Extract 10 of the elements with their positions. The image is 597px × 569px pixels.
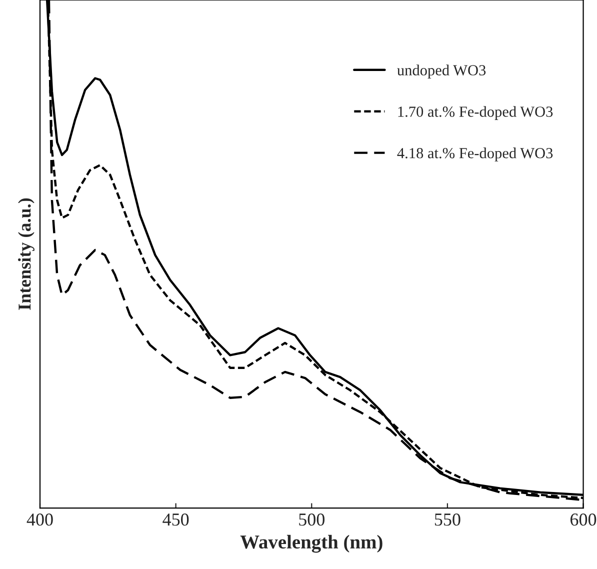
x-tick-label: 450 bbox=[162, 514, 189, 526]
legend-label: undoped WO3 bbox=[397, 64, 486, 79]
x-tick-label: 550 bbox=[434, 514, 460, 526]
x-tick-label: 400 bbox=[26, 514, 53, 526]
legend-label: 1.70 at.% Fe-doped WO3 bbox=[398, 106, 553, 120]
x-tick-label: 500 bbox=[299, 514, 324, 526]
x-axis-title: Wavelength (nm) bbox=[240, 534, 382, 553]
x-tick-label: 600 bbox=[570, 514, 596, 526]
y-axis-title: Intensity (a.u.) bbox=[18, 198, 34, 310]
legend-label: 4.18 at.% Fe-doped WO3 bbox=[397, 148, 553, 162]
